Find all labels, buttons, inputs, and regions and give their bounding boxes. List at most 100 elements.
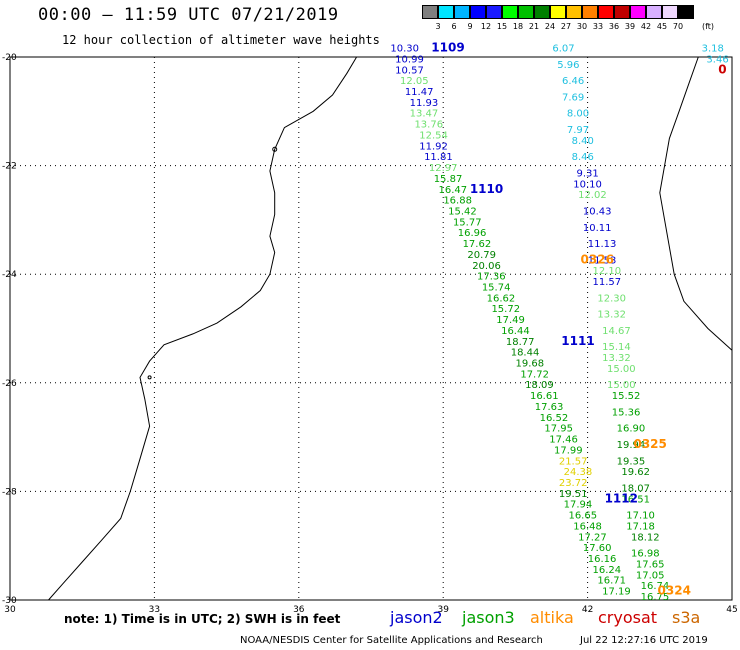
lon-tick-label: 39 bbox=[437, 605, 449, 615]
wave-height-value: 17.10 bbox=[626, 511, 655, 522]
wave-height-value: 17.60 bbox=[583, 543, 612, 554]
lon-tick-label: 33 bbox=[149, 605, 160, 615]
lat-tick-label: -20 bbox=[2, 53, 17, 63]
lon-tick-label: 42 bbox=[582, 605, 593, 615]
colorbar-tick-label: 27 bbox=[560, 22, 572, 31]
wave-height-value: 15.00 bbox=[607, 364, 636, 375]
footer-timestamp: Jul 22 12:27:16 UTC 2019 bbox=[580, 635, 708, 646]
wave-height-value: 13.47 bbox=[410, 109, 439, 120]
wave-height-value: 24.38 bbox=[564, 467, 593, 478]
wave-height-value: 10.43 bbox=[583, 206, 612, 217]
colorbar-swatch bbox=[630, 5, 646, 19]
colorbar-tick-label: 15 bbox=[496, 22, 508, 31]
colorbar-tick-label: 21 bbox=[528, 22, 540, 31]
wave-height-value: 17.62 bbox=[463, 239, 492, 250]
wave-height-value: 16.65 bbox=[568, 511, 597, 522]
wave-height-value: 18.07 bbox=[621, 483, 650, 494]
wave-height-value: 17.65 bbox=[636, 559, 665, 570]
wave-height-value: 18.09 bbox=[525, 380, 554, 391]
colorbar-tick-label: 45 bbox=[656, 22, 668, 31]
wave-height-value: 8.00 bbox=[567, 109, 589, 120]
colorbar-swatch bbox=[422, 5, 438, 19]
wave-height-value: 7.69 bbox=[562, 92, 584, 103]
legend-jason3: jason3 bbox=[462, 608, 515, 627]
wave-height-value: 16.61 bbox=[530, 391, 559, 402]
legend-altika: altika bbox=[530, 608, 574, 627]
wave-height-value: 17.27 bbox=[578, 532, 607, 543]
colorbar-swatch bbox=[454, 5, 470, 19]
wave-height-value: 11.13 bbox=[588, 239, 617, 250]
map-note: note: 1) Time is in UTC; 2) SWH is in fe… bbox=[64, 612, 341, 626]
pass-number-label: 1112 bbox=[605, 491, 638, 505]
wave-height-value: 8.40 bbox=[572, 136, 594, 147]
wave-height-value: 10.10 bbox=[573, 179, 602, 190]
colorbar-tick-label: 12 bbox=[480, 22, 492, 31]
wave-height-value: 16.74 bbox=[641, 581, 670, 592]
colorbar-swatch bbox=[662, 5, 678, 19]
wave-height-value: 19.68 bbox=[516, 359, 545, 370]
colorbar-swatch bbox=[470, 5, 486, 19]
colorbar-tick-label: 70 bbox=[672, 22, 684, 31]
pass-number-label: 0 bbox=[718, 62, 726, 76]
wave-height-value: 12.30 bbox=[597, 293, 626, 304]
pass-number-label: 1110 bbox=[470, 182, 503, 196]
lat-tick-label: -30 bbox=[2, 596, 17, 606]
pass-number-label: 0326 bbox=[581, 252, 614, 266]
colorbar-tick-label: 36 bbox=[608, 22, 620, 31]
wave-height-value: 11.53 bbox=[588, 255, 617, 266]
wave-height-value: 21.57 bbox=[559, 456, 588, 467]
wave-height-value: 16.98 bbox=[631, 549, 660, 560]
wave-height-value: 9.31 bbox=[576, 168, 598, 179]
wave-height-value: 16.90 bbox=[617, 424, 646, 435]
africa-coastline bbox=[48, 56, 358, 601]
pass-number-label: 0324 bbox=[658, 584, 691, 598]
wave-height-value: 16.16 bbox=[588, 554, 617, 565]
colorbar-swatch bbox=[534, 5, 550, 19]
legend-jason2: jason2 bbox=[390, 608, 443, 627]
madagascar-coastline bbox=[659, 56, 733, 351]
colorbar-swatch bbox=[566, 5, 582, 19]
colorbar-swatch bbox=[582, 5, 598, 19]
wave-height-value: 16.71 bbox=[597, 576, 626, 587]
colorbar-swatch bbox=[502, 5, 518, 19]
wave-height-value: 12.54 bbox=[419, 130, 448, 141]
colorbar-tick-label: 3 bbox=[435, 22, 441, 31]
wave-height-value: 5.96 bbox=[557, 60, 579, 71]
wave-height-value: 16.44 bbox=[501, 326, 530, 337]
wave-height-value: 19.62 bbox=[621, 467, 650, 478]
wave-height-value: 12.05 bbox=[400, 76, 429, 87]
lon-tick-label: 36 bbox=[293, 605, 305, 615]
wave-height-value: 3.18 bbox=[702, 44, 724, 55]
wave-height-value: 17.94 bbox=[564, 500, 593, 511]
colorbar-swatch bbox=[646, 5, 662, 19]
colorbar-tick-label: 30 bbox=[576, 22, 588, 31]
wave-height-value: 20.79 bbox=[467, 250, 496, 261]
map-subtitle: 12 hour collection of altimeter wave hei… bbox=[62, 33, 380, 47]
wave-height-value: 11.93 bbox=[410, 98, 439, 109]
lon-tick-label: 45 bbox=[726, 605, 737, 615]
wave-height-value: 23.72 bbox=[559, 478, 588, 489]
wave-height-value: 13.76 bbox=[414, 120, 443, 131]
wave-height-value: 7.97 bbox=[567, 125, 589, 136]
lon-tick-label: 30 bbox=[4, 605, 16, 615]
wave-height-value: 19.94 bbox=[617, 440, 646, 451]
wave-height-value: 16.48 bbox=[573, 521, 602, 532]
wave-height-value: 17.05 bbox=[636, 570, 665, 581]
wave-height-value: 15.74 bbox=[482, 282, 511, 293]
wave-height-value: 16.88 bbox=[443, 196, 472, 207]
colorbar-swatch bbox=[550, 5, 566, 19]
colorbar-swatch bbox=[614, 5, 630, 19]
wave-height-value: 17.63 bbox=[535, 402, 564, 413]
wave-height-value: 15.00 bbox=[607, 380, 636, 391]
lat-tick-label: -22 bbox=[2, 162, 17, 172]
colorbar-swatch bbox=[598, 5, 614, 19]
wave-height-value: 16.51 bbox=[621, 494, 650, 505]
wave-height-value: 10.57 bbox=[395, 65, 424, 76]
colorbar-tick-label: 24 bbox=[544, 22, 556, 31]
wave-height-value: 15.77 bbox=[453, 217, 482, 228]
wave-height-value: 17.19 bbox=[602, 587, 631, 598]
wave-height-value: 16.75 bbox=[641, 592, 670, 603]
pass-number-label: 1109 bbox=[431, 41, 464, 55]
wave-height-value: 17.95 bbox=[544, 424, 573, 435]
wave-height-value: 15.42 bbox=[448, 206, 477, 217]
